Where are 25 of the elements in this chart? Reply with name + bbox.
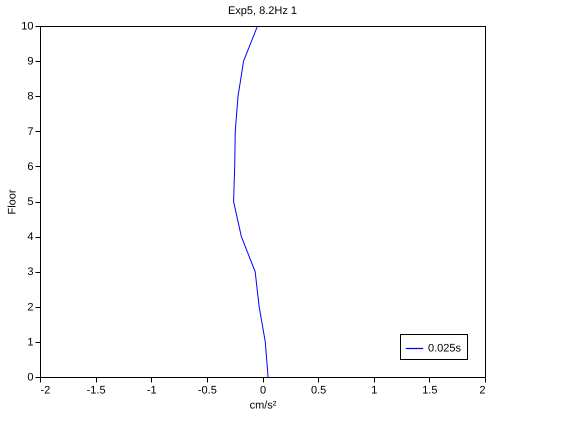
- x-tick-label: -1: [146, 384, 157, 396]
- x-axis-title: cm/s²: [250, 400, 277, 412]
- x-tick-label: -1.5: [86, 384, 106, 396]
- y-tick-label: 10: [21, 20, 34, 32]
- y-tick-label: 3: [27, 266, 34, 278]
- legend-label: 0.025s: [428, 342, 462, 354]
- x-tick-label: 1: [371, 384, 378, 396]
- chart-title: Exp5, 8.2Hz 1: [228, 5, 298, 17]
- y-tick-label: 0: [27, 372, 34, 384]
- y-tick-label: 8: [27, 90, 34, 103]
- y-tick-label: 4: [27, 231, 34, 244]
- x-tick-label: 2: [479, 384, 486, 396]
- x-tick-label: -0.5: [198, 384, 217, 396]
- x-tick-label: -2: [40, 384, 50, 396]
- x-tick-label: 0: [260, 384, 266, 396]
- y-tick-label: 6: [27, 160, 34, 173]
- y-tick-label: 7: [27, 126, 34, 138]
- y-tick-label: 9: [27, 56, 34, 68]
- x-tick-label: 1.5: [422, 384, 438, 396]
- y-axis-title: Floor: [6, 189, 18, 215]
- y-tick-label: 1: [27, 336, 34, 348]
- y-tick-label: 5: [27, 196, 34, 208]
- line-series: [233, 26, 269, 378]
- x-tick-label: 0.5: [310, 384, 326, 396]
- y-tick-label: 2: [27, 301, 34, 314]
